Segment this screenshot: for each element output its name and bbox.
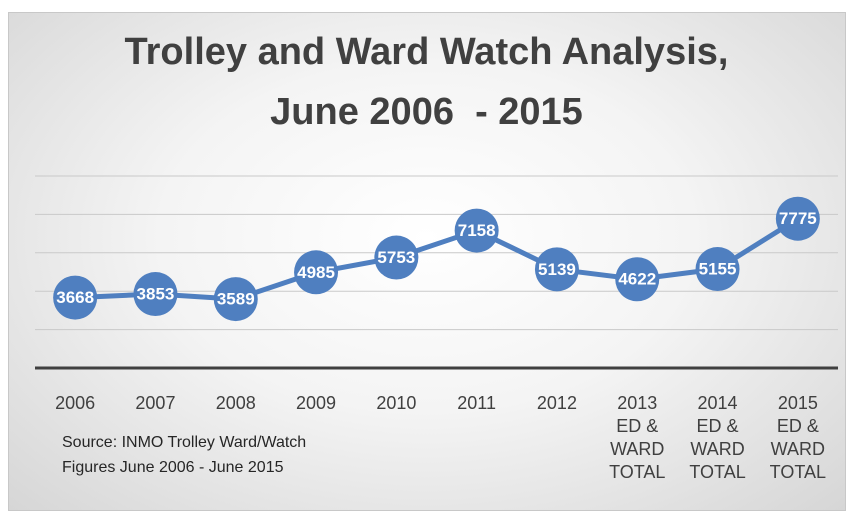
data-label: 3853	[137, 285, 175, 304]
marker	[213, 277, 258, 322]
x-tick-label: 2013 ED & WARD TOTAL	[609, 393, 666, 482]
x-tick-label: 2007	[135, 393, 176, 413]
x-tick-label: 2014 ED & WARD TOTAL	[689, 393, 746, 482]
data-label: 5155	[699, 260, 737, 279]
x-tick-label: 2008	[215, 393, 256, 413]
data-label: 3589	[217, 290, 255, 309]
source-note: Source: INMO Trolley Ward/Watch Figures …	[62, 434, 307, 476]
marker	[294, 250, 339, 295]
x-tick-label: 2010	[376, 393, 417, 413]
x-tick-label: 2011	[457, 393, 496, 413]
data-label: 7775	[779, 209, 817, 228]
marker	[615, 257, 660, 302]
data-label: 4985	[297, 263, 335, 282]
line	[75, 216, 800, 302]
marker	[454, 208, 499, 253]
marker	[695, 247, 740, 292]
marker	[374, 235, 419, 280]
marker	[775, 196, 820, 241]
chart-title: Trolley and Ward Watch Analysis, June 20…	[124, 31, 729, 133]
data-label: 7158	[458, 221, 496, 240]
marker	[133, 272, 178, 317]
data-label: 5753	[377, 248, 415, 267]
x-tick-label: 2006	[55, 393, 96, 413]
marker	[53, 275, 98, 320]
x-tick-label: 2012	[536, 393, 577, 413]
data-label: 3668	[56, 288, 94, 307]
x-tick-label: 2009	[296, 393, 337, 413]
data-label: 4622	[618, 270, 656, 289]
marker	[534, 247, 579, 292]
x-tick-label: 2015 ED & WARD TOTAL	[769, 393, 827, 482]
data-label: 5139	[538, 260, 576, 279]
